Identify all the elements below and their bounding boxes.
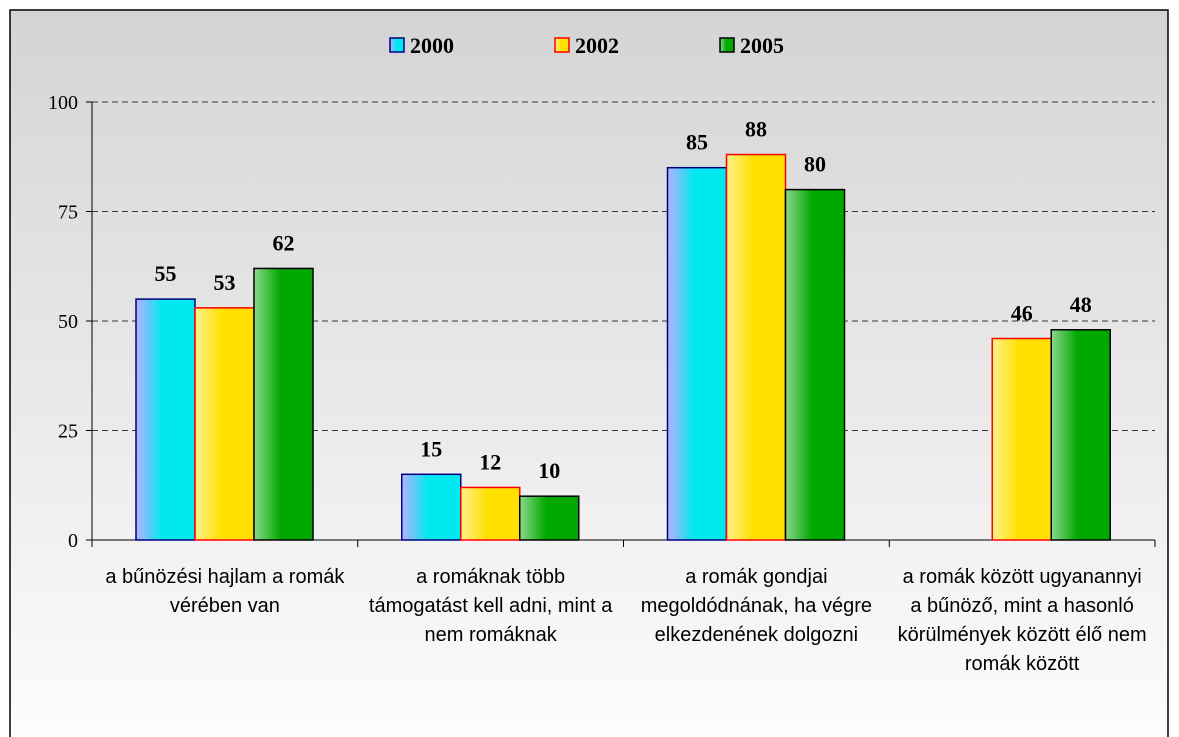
bar <box>460 486 521 541</box>
y-tick-label: 100 <box>48 92 78 114</box>
bar <box>135 298 196 541</box>
x-tick-label: a romáknak több támogatást kell adni, mi… <box>368 566 613 646</box>
bar <box>991 337 1052 541</box>
x-tick-label: a bűnözési hajlam a romák vérében van <box>105 566 345 617</box>
legend-label: 2000 <box>410 33 454 58</box>
x-tick-label: a romák között ugyanannyi a bűnöző, mint… <box>897 566 1147 675</box>
data-label: 80 <box>804 152 826 177</box>
legend-swatch <box>389 37 405 53</box>
data-label: 48 <box>1070 292 1092 317</box>
data-label: 62 <box>273 230 295 255</box>
data-label: 53 <box>214 270 236 295</box>
bar <box>784 188 846 541</box>
bar <box>401 473 462 541</box>
data-label: 85 <box>686 130 708 155</box>
data-label: 10 <box>538 458 560 483</box>
legend-swatch <box>554 37 570 53</box>
y-tick-label: 25 <box>58 421 78 443</box>
bar <box>253 267 314 541</box>
legend-swatch <box>719 37 735 53</box>
legend-label: 2002 <box>575 33 619 58</box>
bar <box>1050 329 1111 541</box>
data-label: 88 <box>745 117 767 142</box>
y-tick-label: 0 <box>68 530 78 552</box>
x-tick-label: a romák gondjai megoldódnának, ha végre … <box>640 566 873 646</box>
bar <box>519 495 580 541</box>
bar <box>725 153 787 541</box>
bar <box>666 166 728 541</box>
legend-label: 2005 <box>740 33 784 58</box>
data-label: 12 <box>479 449 501 474</box>
data-label: 55 <box>155 261 177 286</box>
bar <box>194 307 255 541</box>
data-label: 46 <box>1011 301 1033 326</box>
y-tick-label: 75 <box>58 202 78 224</box>
data-label: 15 <box>420 436 442 461</box>
y-tick-label: 50 <box>58 311 78 333</box>
